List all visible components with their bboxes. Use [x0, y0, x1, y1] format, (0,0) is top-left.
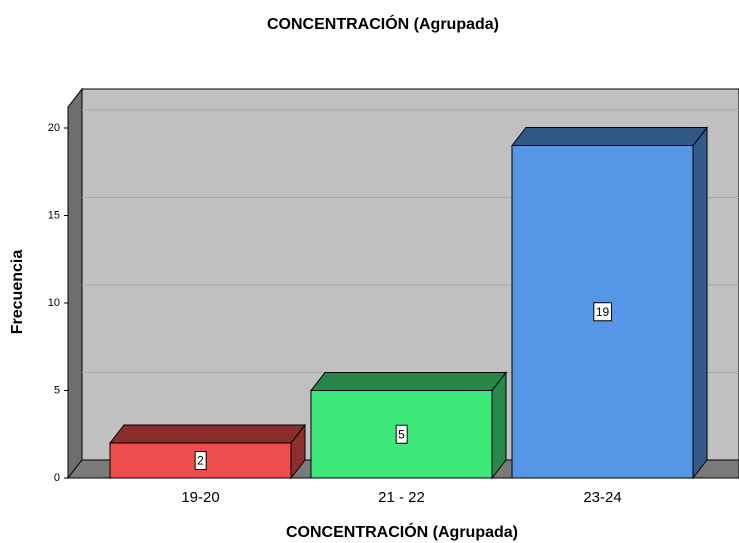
bar — [108, 423, 307, 480]
bar-side — [692, 126, 708, 480]
value-label: 5 — [398, 427, 405, 441]
x-tick-label: 23-24 — [583, 489, 621, 506]
bar-top — [510, 127, 709, 146]
bar-top — [309, 372, 508, 391]
y-axis-title: Frecuencia — [9, 250, 26, 335]
bar — [309, 371, 508, 480]
value-label-box — [593, 302, 612, 322]
value-label: 2 — [197, 454, 204, 468]
bar-top — [108, 424, 307, 444]
y-tick-label: 10 — [48, 297, 60, 309]
value-label-box — [194, 451, 207, 470]
y-tick-label: 0 — [54, 472, 60, 484]
x-axis-title: CONCENTRACIÓN (Agrupada) — [286, 522, 518, 541]
y-tick-label: 5 — [54, 384, 60, 396]
value-label-box — [395, 424, 408, 444]
chart-title: CONCENTRACIÓN (Agrupada) — [267, 14, 499, 33]
y-tick-label: 20 — [48, 122, 60, 134]
left-wall — [67, 87, 83, 480]
y-tick-label: 15 — [48, 209, 60, 221]
x-tick-label: 21 - 22 — [378, 489, 425, 506]
value-label: 19 — [596, 305, 610, 319]
x-tick-label: 19-20 — [181, 489, 219, 506]
